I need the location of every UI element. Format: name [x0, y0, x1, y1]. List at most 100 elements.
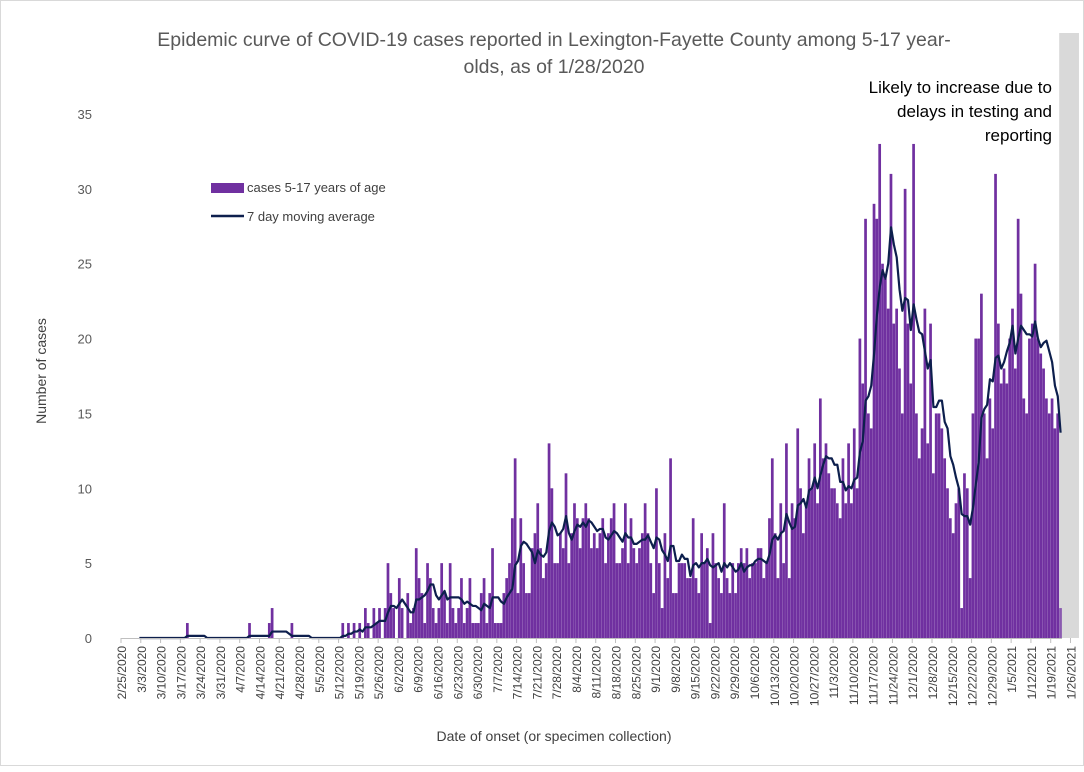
- bar: [937, 413, 941, 638]
- bar: [999, 383, 1003, 638]
- bar: [530, 548, 534, 638]
- bar: [652, 593, 655, 638]
- chart-title-line-1: Epidemic curve of COVID-19 cases reporte…: [157, 29, 950, 51]
- bar: [448, 563, 452, 638]
- bar: [756, 548, 760, 638]
- bar: [400, 608, 404, 638]
- bar: [807, 458, 811, 638]
- x-tick-label: 7/14/2020: [511, 646, 525, 700]
- bar: [688, 578, 692, 638]
- bar: [954, 503, 958, 638]
- x-tick-label: 1/26/2021: [1064, 646, 1078, 700]
- bar: [711, 533, 715, 638]
- bar: [951, 533, 955, 638]
- bar: [802, 533, 805, 638]
- bar: [923, 308, 927, 638]
- x-tick-label: 1/5/2021: [1005, 646, 1019, 693]
- bar: [714, 563, 718, 638]
- bar: [482, 578, 486, 638]
- bar: [751, 563, 754, 638]
- bar: [655, 488, 658, 638]
- bar: [1005, 383, 1009, 638]
- bar: [838, 518, 842, 638]
- bar: [559, 533, 562, 638]
- bar: [909, 383, 913, 638]
- bar: [1022, 398, 1026, 638]
- bar: [460, 578, 463, 638]
- bar: [386, 563, 390, 638]
- bar: [864, 218, 867, 639]
- x-tick-label: 3/10/2020: [155, 646, 169, 700]
- bar: [844, 503, 848, 638]
- bar: [347, 623, 350, 638]
- x-tick-label: 5/19/2020: [352, 646, 366, 700]
- x-tick-label: 7/28/2020: [550, 646, 564, 700]
- x-tick-label: 10/13/2020: [768, 646, 782, 706]
- bar: [592, 533, 596, 638]
- bar: [883, 278, 887, 638]
- x-tick-label: 2/25/2020: [115, 646, 129, 700]
- bar: [971, 413, 975, 638]
- bar: [957, 488, 961, 638]
- bar: [477, 623, 480, 638]
- x-tick-label: 12/1/2020: [906, 646, 920, 700]
- bar: [657, 563, 661, 638]
- bar: [471, 623, 475, 638]
- bar: [813, 443, 817, 638]
- bar: [632, 548, 636, 638]
- bar: [406, 593, 410, 638]
- x-tick-label: 9/1/2020: [649, 646, 663, 693]
- bar: [584, 503, 588, 638]
- bar: [598, 533, 602, 638]
- x-tick-label: 10/6/2020: [748, 646, 762, 700]
- bar: [1025, 413, 1028, 638]
- bar: [527, 593, 531, 638]
- y-tick-label: 0: [85, 631, 92, 646]
- bar: [997, 323, 1000, 638]
- bar: [556, 563, 559, 638]
- bar: [426, 563, 429, 638]
- bar: [748, 578, 752, 638]
- bar: [793, 518, 797, 638]
- bar: [590, 548, 593, 638]
- bar: [1028, 338, 1031, 638]
- x-tick-label: 11/3/2020: [827, 646, 841, 699]
- bar: [573, 503, 576, 638]
- bar: [717, 578, 720, 638]
- x-tick-label: 12/29/2020: [985, 646, 999, 706]
- bar: [564, 473, 568, 638]
- bar: [917, 458, 921, 638]
- bar: [1016, 218, 1020, 639]
- bar: [818, 398, 822, 638]
- bar: [544, 563, 548, 638]
- x-tick-label: 5/5/2020: [313, 646, 327, 693]
- bar: [889, 173, 893, 638]
- bar: [1042, 368, 1045, 638]
- x-tick-label: 4/28/2020: [293, 646, 307, 700]
- bar: [824, 443, 828, 638]
- bar: [672, 593, 675, 638]
- bar: [985, 458, 989, 638]
- bar: [982, 413, 986, 638]
- bar: [782, 563, 785, 638]
- bar: [708, 623, 712, 638]
- bar: [847, 443, 850, 638]
- bar: [680, 563, 684, 638]
- bar: [666, 578, 670, 638]
- x-tick-label: 4/21/2020: [273, 646, 287, 700]
- x-tick-label: 4/14/2020: [253, 646, 267, 700]
- bar: [1013, 368, 1017, 638]
- bar: [505, 578, 509, 638]
- bar: [867, 413, 870, 638]
- bar: [431, 608, 435, 638]
- bar: [185, 623, 189, 638]
- bar: [720, 593, 723, 638]
- bar: [290, 623, 294, 638]
- x-tick-label: 8/25/2020: [629, 646, 643, 700]
- bar: [753, 563, 757, 638]
- bar: [629, 518, 633, 638]
- y-tick-label: 35: [78, 107, 92, 122]
- bar: [1053, 428, 1057, 638]
- bar: [1056, 413, 1060, 638]
- legend-bar-swatch: [211, 183, 244, 193]
